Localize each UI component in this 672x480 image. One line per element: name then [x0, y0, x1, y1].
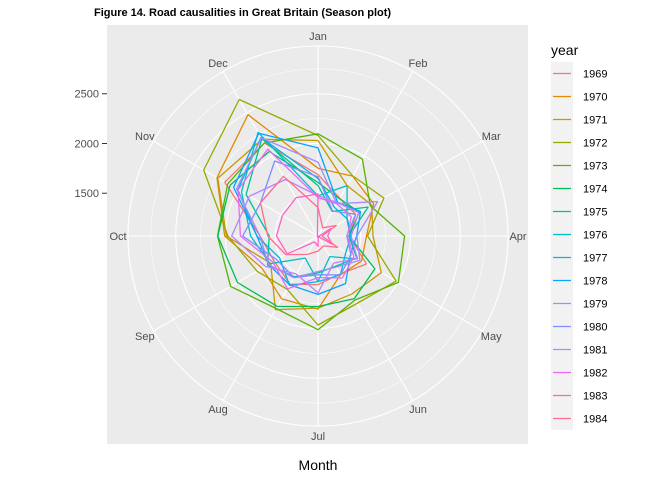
legend-label: 1977	[583, 253, 607, 265]
radial-tick-label: 1500	[75, 188, 99, 200]
legend-label: 1980	[583, 322, 607, 334]
series-line-1975	[245, 138, 369, 278]
grid-spoke	[317, 71, 414, 237]
radial-tick-labels: 1500 2000 2500	[75, 89, 107, 200]
series-line-1981	[231, 178, 360, 294]
legend-label: 1978	[583, 276, 607, 288]
legend-label: 1982	[583, 368, 607, 380]
legend-title: year	[551, 42, 579, 58]
legend-label: 1973	[583, 161, 607, 173]
grid-spoke	[317, 140, 483, 237]
series-line-1971	[217, 138, 382, 311]
month-label: Jul	[311, 431, 325, 443]
month-labels: Jan Feb Mar Apr May Jun Jul Aug Sep Oct Nov Dec	[109, 31, 526, 443]
month-label: Feb	[409, 58, 428, 70]
series-line-1983	[275, 193, 333, 255]
legend-label: 1970	[583, 92, 607, 104]
month-label: Apr	[509, 231, 526, 243]
legend-label: 1981	[583, 345, 607, 357]
x-axis-title: Month	[299, 457, 338, 473]
radial-tick-label: 2000	[75, 139, 99, 151]
legend-label: 1983	[583, 391, 607, 403]
month-label: Aug	[208, 404, 228, 416]
radial-tick-label: 2500	[75, 89, 99, 101]
grid-spoke	[222, 71, 319, 237]
legend-label: 1984	[583, 414, 607, 426]
legend-label: 1969	[583, 69, 607, 81]
series-line-1982	[237, 148, 355, 290]
month-label: Mar	[482, 131, 501, 143]
month-label: Oct	[109, 231, 126, 243]
month-label: May	[481, 331, 502, 343]
series-line-1978	[232, 132, 362, 296]
month-label: Dec	[208, 58, 228, 70]
month-label: Nov	[135, 131, 155, 143]
legend-label: 1979	[583, 299, 607, 311]
legend-label: 1975	[583, 207, 607, 219]
grid-spoke	[153, 140, 319, 237]
chart-title: Figure 14. Road causalities in Great Bri…	[94, 7, 391, 19]
month-label: Sep	[135, 331, 155, 343]
series-layer	[203, 98, 406, 331]
legend: 1969 1970 1971 1972 1973 1974 1975 1976 1977 1978…	[551, 62, 607, 430]
legend-label: 1971	[583, 115, 607, 127]
polar-grid	[127, 45, 509, 427]
month-label: Jun	[409, 404, 427, 416]
legend-label: 1972	[583, 138, 607, 150]
series-line-1984	[259, 175, 339, 256]
series-line-1979	[235, 137, 379, 279]
series-line-1973	[216, 133, 406, 331]
grid-spoke	[222, 235, 319, 401]
series-line-1972	[203, 98, 397, 326]
month-label: Jan	[309, 31, 327, 43]
legend-label: 1974	[583, 184, 607, 196]
series-line-1970	[216, 114, 375, 310]
legend-label: 1976	[583, 230, 607, 242]
